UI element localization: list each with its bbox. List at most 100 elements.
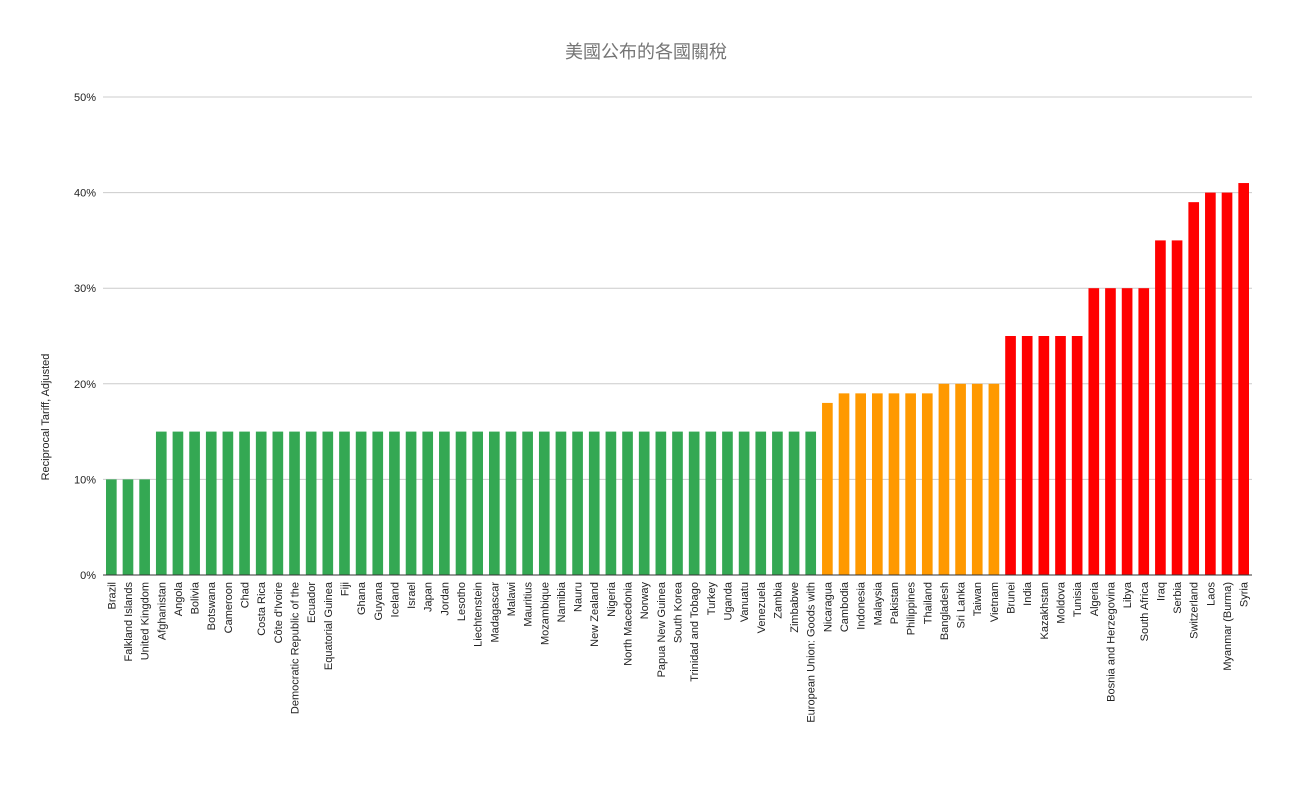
x-tick-label: Namibia [556, 581, 568, 622]
bar [1088, 288, 1100, 575]
x-tick-label: Ecuador [306, 582, 318, 623]
bar [755, 431, 767, 575]
x-tick-label: South Africa [1139, 581, 1151, 641]
bar [1121, 288, 1133, 575]
bar [322, 431, 334, 575]
bar [855, 393, 867, 575]
bar [605, 431, 617, 575]
bar [339, 431, 350, 575]
x-tick-label: Vietnam [989, 582, 1001, 622]
bar [1005, 336, 1016, 575]
bar [1188, 202, 1200, 575]
bar [1055, 336, 1066, 575]
bar [738, 431, 750, 575]
x-tick-label: Nauru [573, 582, 585, 612]
bar [938, 383, 950, 575]
bar [538, 431, 550, 575]
x-tick-label: Brunei [1006, 582, 1018, 614]
y-axis-ticks: 0% 10% 20% 30% 40% 50% [74, 92, 96, 582]
x-tick-label: Nicaragua [822, 581, 834, 632]
bar [588, 431, 600, 575]
x-tick-label: India [1022, 581, 1034, 606]
x-tick-label: New Zealand [589, 582, 601, 647]
x-axis-labels: Brazil Falkland Islands United Kingdom Afgh… [106, 581, 1250, 723]
bar [1038, 336, 1050, 575]
bar [1138, 288, 1150, 575]
bar [722, 431, 733, 575]
bar [638, 431, 650, 575]
bar [805, 431, 817, 575]
bar [572, 431, 583, 575]
x-tick-label: Botswana [206, 581, 218, 630]
x-tick-label: Iceland [389, 582, 401, 617]
bar [822, 402, 833, 575]
bar [672, 431, 683, 575]
bar [205, 431, 217, 575]
x-tick-label: Jordan [439, 582, 451, 616]
x-tick-label: Indonesia [856, 581, 868, 630]
bar [788, 431, 800, 575]
y-tick-label: 30% [74, 283, 96, 295]
y-tick-label: 20% [74, 379, 96, 391]
x-tick-label: Nigeria [606, 581, 618, 617]
x-tick-label: Zambia [772, 581, 784, 619]
bar [155, 431, 167, 575]
x-tick-label: Cameroon [223, 582, 235, 633]
x-tick-label: Bangladesh [939, 582, 951, 640]
chart-title: 美國公布的各國關稅 [565, 42, 727, 62]
bar [1021, 336, 1033, 575]
x-tick-label: Uganda [722, 581, 734, 620]
bar [255, 431, 267, 575]
bar [122, 479, 134, 575]
bar [1105, 288, 1116, 575]
bar [272, 431, 284, 575]
bars [105, 183, 1250, 576]
x-tick-label: Mauritius [523, 582, 535, 627]
bar [838, 393, 850, 575]
x-tick-label: Thailand [922, 582, 934, 624]
bar [239, 431, 250, 575]
x-tick-label: Vanuatu [739, 582, 751, 622]
x-tick-label: Philippines [906, 582, 918, 636]
x-tick-label: Norway [639, 582, 651, 620]
bar [139, 479, 150, 575]
bar [488, 431, 500, 575]
x-tick-label: Bosnia and Herzegovina [1105, 581, 1117, 702]
x-tick-label: Papua New Guinea [656, 581, 668, 677]
y-tick-label: 10% [74, 474, 96, 486]
bar [222, 431, 234, 575]
bar [871, 393, 883, 575]
bar [455, 431, 467, 575]
bar [772, 431, 783, 575]
x-tick-label: Malawi [506, 582, 518, 616]
bar [289, 431, 300, 575]
bar [988, 383, 1000, 575]
x-tick-label: Trinidad and Tobago [689, 582, 701, 682]
y-tick-label: 50% [74, 92, 96, 104]
x-tick-label: Angola [173, 581, 185, 616]
bar [189, 431, 200, 575]
x-tick-label: Afghanistan [156, 582, 168, 640]
bar [505, 431, 517, 575]
x-tick-label: Falkland Islands [123, 582, 135, 662]
x-tick-label: Brazil [106, 582, 118, 610]
x-tick-label: Venezuela [756, 581, 768, 633]
x-tick-label: Malaysia [872, 581, 884, 625]
bar [1155, 240, 1166, 575]
bar [955, 383, 966, 575]
x-tick-label: Tunisia [1072, 581, 1084, 617]
bar [1205, 192, 1216, 575]
x-tick-label: Equatorial Guinea [323, 581, 335, 670]
x-tick-label: South Korea [673, 581, 685, 643]
bar [555, 431, 567, 575]
x-tick-label: European Union: Goods with [806, 582, 818, 723]
bar [1171, 240, 1183, 575]
x-tick-label: Japan [423, 582, 435, 612]
x-tick-label: Lesotho [456, 582, 468, 621]
x-tick-label: Zimbabwe [789, 582, 801, 633]
x-tick-label: Algeria [1089, 581, 1101, 616]
x-tick-label: Ghana [356, 581, 368, 615]
x-tick-label: United Kingdom [140, 582, 152, 660]
bar [389, 431, 400, 575]
